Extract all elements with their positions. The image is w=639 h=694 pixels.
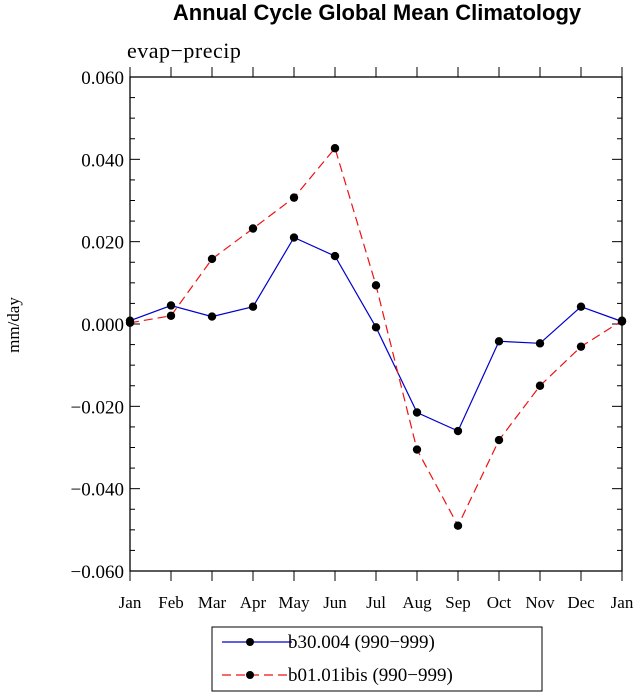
data-point-series-1 [125, 318, 135, 327]
x-tick-label: Dec [567, 593, 595, 612]
chart-subtitle: evap−precip [127, 38, 241, 63]
y-tick-label: 0.000 [81, 315, 124, 336]
legend-marker-series-0 [246, 638, 254, 646]
data-point-series-1 [453, 521, 463, 530]
y-tick-label: −0.020 [71, 397, 124, 418]
x-tick-label: Apr [240, 593, 267, 612]
x-tick-label: Jul [366, 593, 386, 612]
data-point-series-1 [576, 342, 586, 351]
data-point-series-1 [289, 193, 299, 202]
x-tick-label: Aug [402, 593, 432, 612]
x-tick-label: Nov [525, 593, 555, 612]
data-point-series-1 [494, 435, 504, 445]
data-point-series-0 [207, 312, 217, 321]
axes: −0.060 −0.040 −0.020 0.000 0.020 0.040 0.060 Ja… [71, 67, 634, 612]
data-point-series-1 [412, 445, 422, 454]
data-point-series-0 [494, 337, 504, 346]
data-point-series-0 [453, 426, 463, 436]
chart-title: Annual Cycle Global Mean Climatology [173, 0, 582, 25]
x-tick-label: Feb [158, 593, 184, 612]
y-tick-label: 0.020 [81, 233, 124, 254]
legend-box [211, 626, 543, 692]
data-point-series-0 [166, 301, 176, 310]
y-tick-label: 0.040 [81, 150, 124, 171]
x-tick-label: May [278, 593, 310, 612]
legend: b30.004 (990−999) b01.01ibis (990−999) [211, 626, 543, 692]
legend-marker-series-1 [246, 671, 254, 679]
series-line-1 [129, 146, 623, 528]
data-point-series-0 [576, 302, 586, 311]
data-point-series-1 [166, 311, 176, 320]
x-tick-label: Sep [445, 593, 471, 612]
x-tick-label: Jan [119, 593, 142, 612]
data-point-series-1 [248, 224, 258, 233]
series-layer [125, 144, 627, 530]
data-point-series-1 [207, 254, 217, 264]
data-point-series-1 [330, 144, 340, 153]
x-tick-label: Mar [198, 593, 227, 612]
x-tick-label: Jun [323, 593, 347, 612]
data-point-series-0 [289, 233, 299, 242]
y-tick-label: −0.040 [71, 480, 124, 501]
y-tick-label: 0.060 [81, 68, 124, 89]
data-point-series-0 [330, 251, 340, 261]
data-point-series-0 [371, 323, 381, 332]
y-tick-label: −0.060 [71, 562, 124, 583]
data-point-series-0 [535, 339, 545, 348]
data-point-series-1 [535, 381, 545, 390]
data-point-series-0 [412, 408, 422, 417]
x-tick-label: Jan [611, 593, 634, 612]
data-point-series-1 [371, 281, 381, 290]
legend-label-series-1: b01.01ibis (990−999) [288, 665, 453, 686]
y-axis-label: mm/day [4, 297, 23, 353]
data-point-series-1 [617, 316, 627, 325]
series-line-0 [129, 236, 623, 432]
legend-label-series-0: b30.004 (990−999) [288, 632, 435, 653]
x-tick-label: Oct [487, 593, 512, 612]
data-point-series-0 [248, 302, 258, 311]
